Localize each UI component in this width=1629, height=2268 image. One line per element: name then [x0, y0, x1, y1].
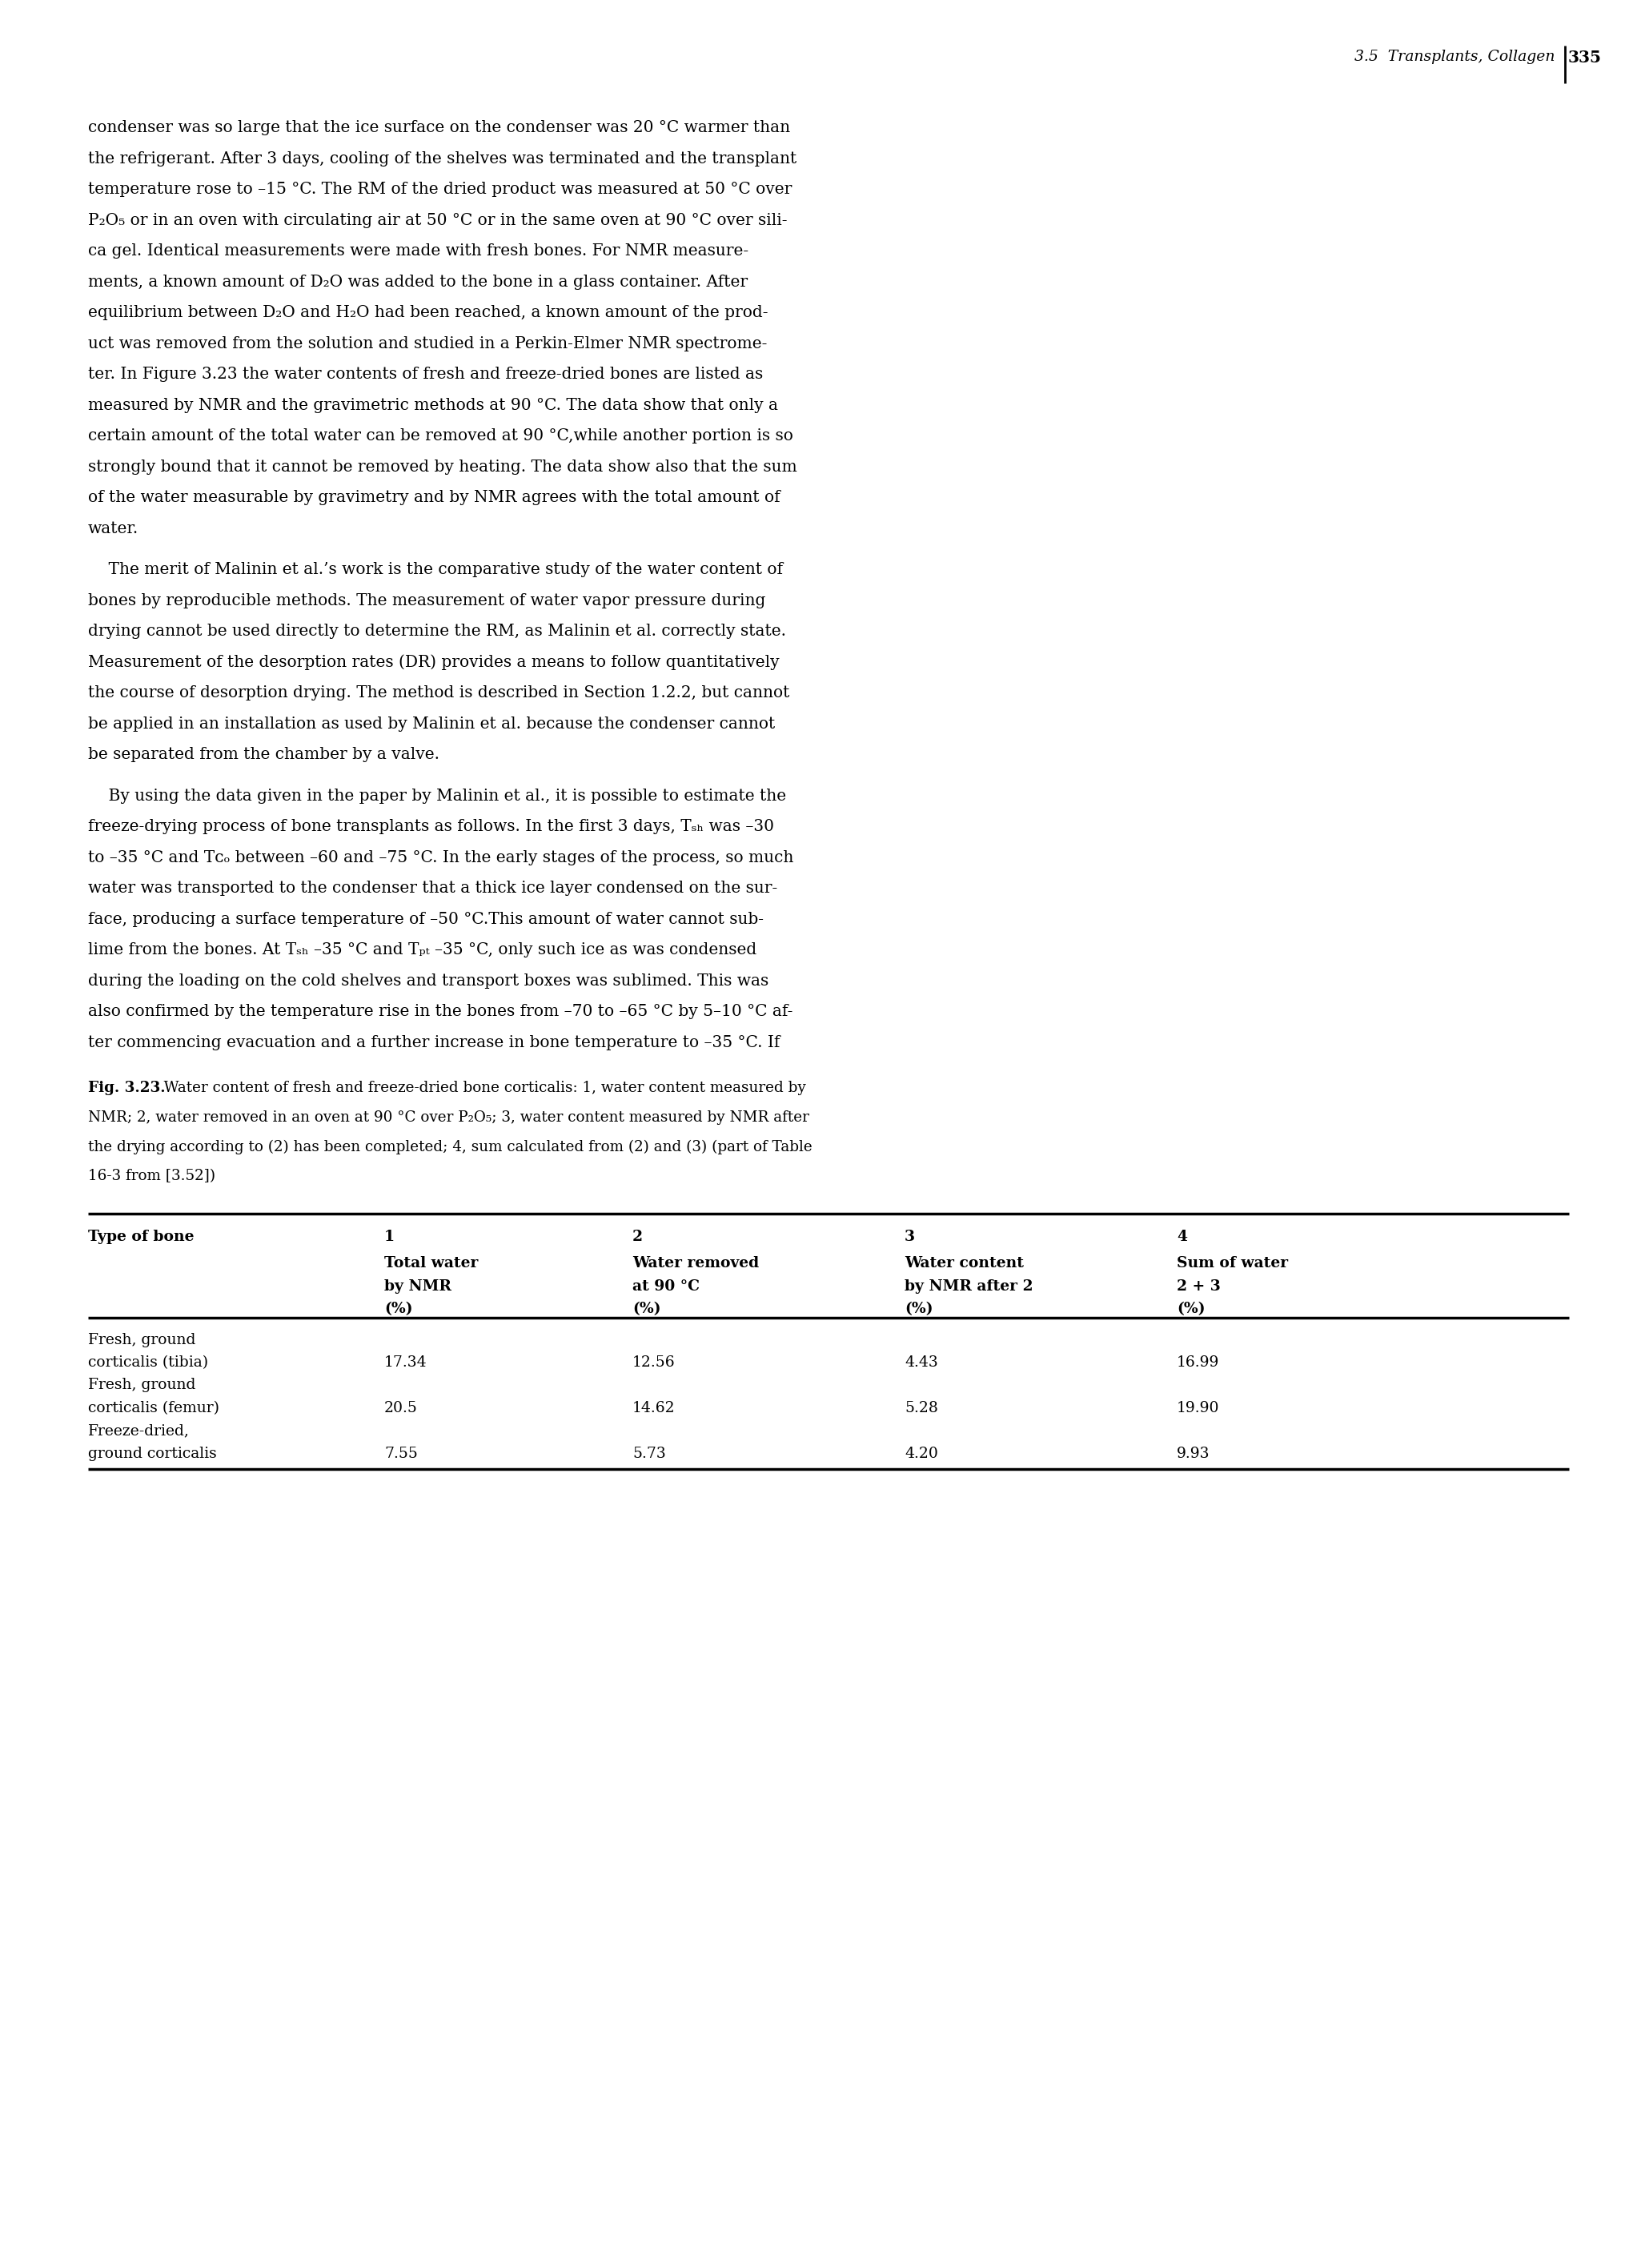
Text: certain amount of the total water can be removed at 90 °C,while another portion : certain amount of the total water can be… [88, 429, 793, 445]
Text: The merit of Malinin et al.’s work is the comparative study of the water content: The merit of Malinin et al.’s work is th… [88, 562, 784, 578]
Text: corticalis (tibia): corticalis (tibia) [88, 1356, 209, 1370]
Text: also confirmed by the temperature rise in the bones from –70 to –65 °C by 5–10 °: also confirmed by the temperature rise i… [88, 1005, 793, 1018]
Text: (%): (%) [1176, 1302, 1205, 1315]
Text: 2 + 3: 2 + 3 [1176, 1279, 1220, 1293]
Text: bones by reproducible methods. The measurement of water vapor pressure during: bones by reproducible methods. The measu… [88, 592, 766, 608]
Text: the course of desorption drying. The method is described in Section 1.2.2, but c: the course of desorption drying. The met… [88, 685, 790, 701]
Text: ter commencing evacuation and a further increase in bone temperature to –35 °C. : ter commencing evacuation and a further … [88, 1034, 780, 1050]
Text: ments, a known amount of D₂O was added to the bone in a glass container. After: ments, a known amount of D₂O was added t… [88, 274, 748, 290]
Text: Freeze-dried,: Freeze-dried, [88, 1424, 189, 1438]
Text: corticalis (femur): corticalis (femur) [88, 1402, 220, 1415]
Text: temperature rose to –15 °C. The RM of the dried product was measured at 50 °C ov: temperature rose to –15 °C. The RM of th… [88, 181, 792, 197]
Text: face, producing a surface temperature of –50 °C.This amount of water cannot sub-: face, producing a surface temperature of… [88, 912, 764, 928]
Text: 3.5  Transplants, Collagen: 3.5 Transplants, Collagen [1354, 50, 1554, 64]
Text: water.: water. [88, 522, 138, 535]
Text: be applied in an installation as used by Malinin et al. because the condenser ca: be applied in an installation as used by… [88, 717, 775, 730]
Text: 20.5: 20.5 [384, 1402, 417, 1415]
Text: 14.62: 14.62 [632, 1402, 676, 1415]
Text: ter. In Figure 3.23 the water contents of fresh and freeze-dried bones are liste: ter. In Figure 3.23 the water contents o… [88, 367, 762, 381]
Text: Sum of water: Sum of water [1176, 1256, 1289, 1270]
Text: 335: 335 [1569, 50, 1601, 66]
Text: By using the data given in the paper by Malinin et al., it is possible to estima: By using the data given in the paper by … [88, 789, 787, 803]
Text: 9.93: 9.93 [1176, 1447, 1210, 1461]
Text: 7.55: 7.55 [384, 1447, 417, 1461]
Text: Water content of fresh and freeze-dried bone corticalis: 1, water content measur: Water content of fresh and freeze-dried … [150, 1082, 806, 1095]
Text: Fresh, ground: Fresh, ground [88, 1379, 195, 1393]
Text: 5.28: 5.28 [904, 1402, 938, 1415]
Text: uct was removed from the solution and studied in a Perkin-Elmer NMR spectrome-: uct was removed from the solution and st… [88, 336, 767, 352]
Text: ca gel. Identical measurements were made with fresh bones. For NMR measure-: ca gel. Identical measurements were made… [88, 243, 749, 259]
Text: P₂O₅ or in an oven with circulating air at 50 °C or in the same oven at 90 °C ov: P₂O₅ or in an oven with circulating air … [88, 213, 787, 227]
Text: freeze-drying process of bone transplants as follows. In the first 3 days, Tₛₕ w: freeze-drying process of bone transplant… [88, 819, 774, 835]
Text: Measurement of the desorption rates (DR) provides a means to follow quantitative: Measurement of the desorption rates (DR)… [88, 655, 779, 671]
Text: water was transported to the condenser that a thick ice layer condensed on the s: water was transported to the condenser t… [88, 880, 777, 896]
Text: (%): (%) [384, 1302, 412, 1315]
Text: (%): (%) [904, 1302, 933, 1315]
Text: Total water: Total water [384, 1256, 479, 1270]
Text: 3: 3 [904, 1229, 915, 1245]
Text: during the loading on the cold shelves and transport boxes was sublimed. This wa: during the loading on the cold shelves a… [88, 973, 769, 989]
Text: of the water measurable by gravimetry and by NMR agrees with the total amount of: of the water measurable by gravimetry an… [88, 490, 780, 506]
Text: strongly bound that it cannot be removed by heating. The data show also that the: strongly bound that it cannot be removed… [88, 458, 797, 474]
Text: by NMR: by NMR [384, 1279, 451, 1293]
Text: equilibrium between D₂O and H₂O had been reached, a known amount of the prod-: equilibrium between D₂O and H₂O had been… [88, 304, 767, 320]
Text: 16-3 from [3.52]): 16-3 from [3.52]) [88, 1168, 215, 1184]
Text: 19.90: 19.90 [1176, 1402, 1220, 1415]
Text: Water content: Water content [904, 1256, 1025, 1270]
Text: condenser was so large that the ice surface on the condenser was 20 °C warmer th: condenser was so large that the ice surf… [88, 120, 790, 136]
Text: lime from the bones. At Tₛₕ –35 °C and Tₚₜ –35 °C, only such ice as was condense: lime from the bones. At Tₛₕ –35 °C and T… [88, 941, 756, 957]
Text: measured by NMR and the gravimetric methods at 90 °C. The data show that only a: measured by NMR and the gravimetric meth… [88, 397, 779, 413]
Text: Water removed: Water removed [632, 1256, 759, 1270]
Text: 1: 1 [384, 1229, 394, 1245]
Text: drying cannot be used directly to determine the RM, as Malinin et al. correctly : drying cannot be used directly to determ… [88, 624, 787, 640]
Text: at 90 °C: at 90 °C [632, 1279, 699, 1293]
Text: 16.99: 16.99 [1176, 1356, 1220, 1370]
Text: 5.73: 5.73 [632, 1447, 666, 1461]
Text: Fresh, ground: Fresh, ground [88, 1334, 195, 1347]
Text: Type of bone: Type of bone [88, 1229, 194, 1245]
Text: Fig. 3.23.: Fig. 3.23. [88, 1082, 166, 1095]
Text: ground corticalis: ground corticalis [88, 1447, 217, 1461]
Text: 17.34: 17.34 [384, 1356, 427, 1370]
Text: the refrigerant. After 3 days, cooling of the shelves was terminated and the tra: the refrigerant. After 3 days, cooling o… [88, 152, 797, 166]
Text: to –35 °C and Tᴄₒ between –60 and –75 °C. In the early stages of the process, so: to –35 °C and Tᴄₒ between –60 and –75 °C… [88, 850, 793, 864]
Text: the drying according to (2) has been completed; 4, sum calculated from (2) and (: the drying according to (2) has been com… [88, 1139, 813, 1154]
Text: 12.56: 12.56 [632, 1356, 676, 1370]
Text: 2: 2 [632, 1229, 643, 1245]
Text: be separated from the chamber by a valve.: be separated from the chamber by a valve… [88, 746, 440, 762]
Text: NMR; 2, water removed in an oven at 90 °C over P₂O₅; 3, water content measured b: NMR; 2, water removed in an oven at 90 °… [88, 1109, 810, 1125]
Text: 4: 4 [1176, 1229, 1188, 1245]
Text: 4.43: 4.43 [904, 1356, 938, 1370]
Text: by NMR after 2: by NMR after 2 [904, 1279, 1033, 1293]
Text: (%): (%) [632, 1302, 661, 1315]
Text: 4.20: 4.20 [904, 1447, 938, 1461]
